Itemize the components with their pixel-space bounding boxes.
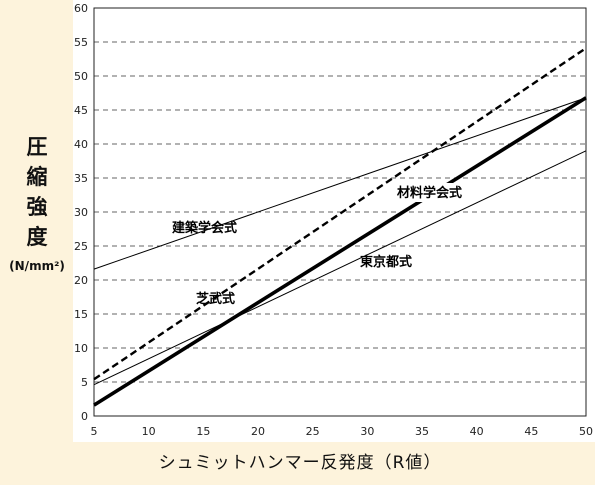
label-tokyo-to: 東京都式 (360, 254, 412, 270)
y-tick-label: 60 (74, 2, 88, 15)
y-axis-label-char: 度 (26, 225, 48, 249)
y-tick-label: 10 (74, 342, 88, 355)
y-axis-label-char: 強 (26, 195, 48, 219)
label-kenchiku-gakkai: 建築学会式 (172, 220, 237, 236)
x-tick-label: 35 (415, 425, 429, 438)
x-tick-label: 45 (524, 425, 538, 438)
y-tick-label: 55 (74, 36, 88, 49)
y-tick-label: 35 (74, 172, 88, 185)
x-tick-label: 20 (251, 425, 265, 438)
x-tick-label: 15 (196, 425, 210, 438)
y-axis-label-char: 縮 (26, 165, 48, 189)
x-tick-label: 25 (306, 425, 320, 438)
y-tick-label: 40 (74, 138, 88, 151)
y-tick-label: 50 (74, 70, 88, 83)
y-axis-label-char: 圧 (26, 135, 48, 159)
y-tick-label: 15 (74, 308, 88, 321)
label-backdrop (394, 183, 468, 202)
label-shibatake: 芝武式 (196, 291, 235, 307)
y-axis-label: 圧 縮 強 度 (24, 132, 50, 252)
y-tick-label: 0 (81, 410, 88, 423)
x-tick-label: 30 (360, 425, 374, 438)
plot-frame (93, 7, 587, 417)
line-tokyo-to (93, 150, 587, 386)
x-tick-label: 40 (470, 425, 484, 438)
x-tick-label: 5 (91, 425, 98, 438)
y-tick-label: 20 (74, 274, 88, 287)
y-tick-label: 25 (74, 240, 88, 253)
line-kenchiku-gakkai (93, 97, 587, 270)
label-zairyo-gakkai: 材料学会式 (397, 185, 462, 201)
line-zairyo-gakkai (93, 96, 587, 407)
x-tick-label: 10 (142, 425, 156, 438)
x-axis-label: シュミットハンマー反発度（R値） (158, 453, 442, 473)
y-tick-label: 5 (81, 376, 88, 389)
y-tick-label: 30 (74, 206, 88, 219)
x-tick-label: 50 (579, 425, 593, 438)
y-tick-label: 45 (74, 104, 88, 117)
y-axis-unit: (N/mm²) (9, 259, 65, 273)
plot-background (73, 0, 595, 442)
